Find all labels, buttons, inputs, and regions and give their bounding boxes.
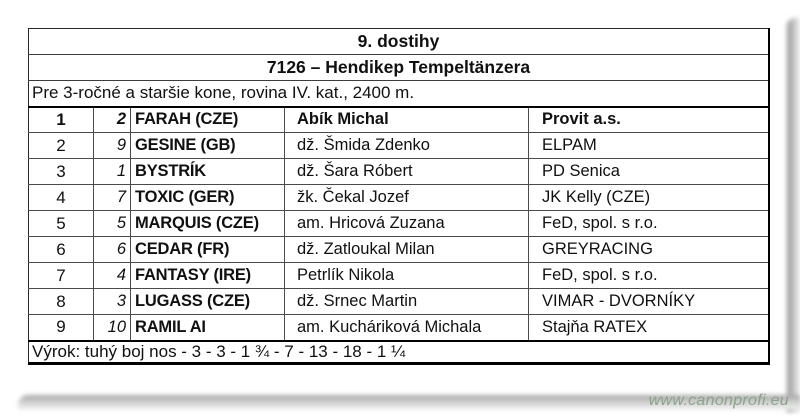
position-cell: 1 <box>28 106 94 133</box>
position-cell: 2 <box>28 132 94 159</box>
race-name-row: 7126 – Hendikep Tempeltänzera <box>28 54 769 81</box>
draw-number-cell: 9 <box>93 132 131 159</box>
table-row: 4 7 TOXIC (GER) žk. Čekal Jozef JK Kelly… <box>28 184 769 211</box>
page-edge-shadow-right <box>787 18 800 412</box>
jockey-cell: Petrlík Nikola <box>284 262 529 289</box>
table-row: 6 6 CEDAR (FR) dž. Zatloukal Milan GREYR… <box>28 236 769 263</box>
jockey-cell: dž. Srnec Martin <box>284 288 529 315</box>
race-conditions-text: Pre 3-ročné a staršie kone, rovina IV. k… <box>28 80 769 108</box>
owner-cell: Provit a.s. <box>528 106 769 133</box>
horse-name-cell: GESINE (GB) <box>130 132 285 159</box>
jockey-cell: žk. Čekal Jozef <box>284 184 529 211</box>
race-number-title: 9. dostihy <box>28 28 769 55</box>
horse-name-cell: RAMIL AI <box>130 314 285 341</box>
owner-cell: VIMAR - DVORNÍKY <box>528 288 769 315</box>
draw-number-cell: 5 <box>93 210 131 237</box>
horse-name-cell: FANTASY (IRE) <box>130 262 285 289</box>
position-cell: 7 <box>28 262 94 289</box>
watermark-text: www.canonprofi.eu <box>648 392 789 409</box>
horse-name-cell: CEDAR (FR) <box>130 236 285 263</box>
draw-number-cell: 2 <box>93 106 131 133</box>
owner-cell: FeD, spol. s r.o. <box>528 262 769 289</box>
position-cell: 3 <box>28 158 94 185</box>
owner-cell: Stajňa RATEX <box>528 314 769 341</box>
jockey-cell: Abík Michal <box>284 106 529 133</box>
owner-cell: GREYRACING <box>528 236 769 263</box>
race-name-title: 7126 – Hendikep Tempeltänzera <box>28 54 769 81</box>
verdict-text: Výrok: tuhý boj nos - 3 - 3 - 1 ¾ - 7 - … <box>28 339 769 364</box>
table-row: 7 4 FANTASY (IRE) Petrlík Nikola FeD, sp… <box>28 262 769 289</box>
draw-number-cell: 10 <box>93 314 131 341</box>
draw-number-cell: 7 <box>93 184 131 211</box>
verdict-row: Výrok: tuhý boj nos - 3 - 3 - 1 ¾ - 7 - … <box>28 339 769 364</box>
horse-name-cell: MARQUIS (CZE) <box>130 210 285 237</box>
owner-cell: JK Kelly (CZE) <box>528 184 769 211</box>
draw-number-cell: 1 <box>93 158 131 185</box>
table-row-winner: 1 2 FARAH (CZE) Abík Michal Provit a.s. <box>28 106 769 133</box>
jockey-cell: am. Hricová Zuzana <box>284 210 529 237</box>
horse-name-cell: LUGASS (CZE) <box>130 288 285 315</box>
owner-cell: ELPAM <box>528 132 769 159</box>
draw-number-cell: 4 <box>93 262 131 289</box>
race-conditions-row: Pre 3-ročné a staršie kone, rovina IV. k… <box>28 80 769 108</box>
owner-cell: PD Senica <box>528 158 769 185</box>
race-results-table: 9. dostihy 7126 – Hendikep Tempeltänzera… <box>28 28 770 365</box>
race-number-row: 9. dostihy <box>28 28 769 55</box>
owner-cell: FeD, spol. s r.o. <box>528 210 769 237</box>
jockey-cell: dž. Šara Róbert <box>284 158 529 185</box>
table-row: 3 1 BYSTRÍK dž. Šara Róbert PD Senica <box>28 158 769 185</box>
position-cell: 4 <box>28 184 94 211</box>
horse-name-cell: BYSTRÍK <box>130 158 285 185</box>
position-cell: 8 <box>28 288 94 315</box>
draw-number-cell: 3 <box>93 288 131 315</box>
table-row: 9 10 RAMIL AI am. Kucháriková Michala St… <box>28 314 769 341</box>
jockey-cell: dž. Zatloukal Milan <box>284 236 529 263</box>
position-cell: 6 <box>28 236 94 263</box>
jockey-cell: dž. Šmida Zdenko <box>284 132 529 159</box>
table-row: 5 5 MARQUIS (CZE) am. Hricová Zuzana FeD… <box>28 210 769 237</box>
draw-number-cell: 6 <box>93 236 131 263</box>
page-edge-shadow-bottom <box>18 395 800 410</box>
jockey-cell: am. Kucháriková Michala <box>284 314 529 341</box>
table-row: 8 3 LUGASS (CZE) dž. Srnec Martin VIMAR … <box>28 288 769 315</box>
horse-name-cell: TOXIC (GER) <box>130 184 285 211</box>
position-cell: 5 <box>28 210 94 237</box>
position-cell: 9 <box>28 314 94 341</box>
horse-name-cell: FARAH (CZE) <box>130 106 285 133</box>
table-row: 2 9 GESINE (GB) dž. Šmida Zdenko ELPAM <box>28 132 769 159</box>
